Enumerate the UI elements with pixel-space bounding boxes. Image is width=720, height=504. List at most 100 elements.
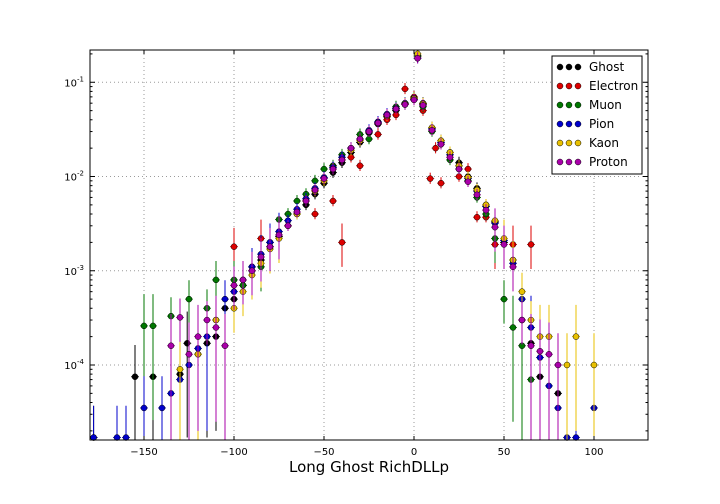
- data-point: [329, 197, 337, 205]
- data-point: [176, 366, 184, 373]
- data-point: [257, 253, 265, 261]
- data-point: [455, 173, 463, 180]
- data-point: [90, 434, 97, 441]
- data-point: [275, 231, 283, 239]
- data-point: [464, 165, 472, 173]
- data-point: [320, 165, 328, 173]
- data-point: [293, 197, 301, 205]
- data-point: [248, 267, 256, 275]
- data-point: [374, 131, 382, 138]
- y-tick-base: 10: [64, 173, 77, 184]
- series-electron: [230, 50, 535, 272]
- data-point: [302, 197, 310, 205]
- y-tick-base: 10: [64, 78, 77, 89]
- legend-marker: [556, 120, 564, 128]
- data-point: [426, 175, 434, 182]
- data-point: [194, 333, 202, 340]
- data-point: [410, 96, 418, 104]
- plot-frame: [89, 49, 649, 441]
- legend-box: [551, 55, 643, 175]
- data-point: [113, 434, 121, 441]
- data-point: [320, 175, 328, 182]
- data-point: [509, 324, 517, 331]
- legend-marker: [574, 101, 582, 109]
- x-axis-label: Long Ghost RichDLLp: [289, 458, 449, 476]
- data-point: [356, 162, 364, 170]
- data-point: [167, 342, 175, 350]
- data-point: [554, 361, 562, 369]
- data-point: [527, 241, 535, 248]
- data-point: [338, 239, 346, 246]
- legend-marker: [574, 63, 582, 71]
- data-point: [455, 165, 463, 173]
- series-ghost: [89, 50, 562, 441]
- legend-marker: [565, 139, 573, 147]
- data-point: [311, 210, 319, 218]
- data-point: [356, 135, 364, 143]
- data-point: [572, 333, 580, 340]
- data-point: [509, 263, 517, 271]
- legend-marker: [565, 82, 573, 90]
- data-point: [203, 316, 211, 324]
- data-point: [437, 179, 445, 187]
- data-point: [374, 119, 382, 127]
- data-point: [446, 154, 454, 161]
- legend-marker: [556, 158, 564, 166]
- data-point: [473, 191, 481, 199]
- y-tick-exponent: -4: [77, 358, 85, 366]
- legend-marker: [556, 139, 564, 147]
- y-axis-ticks: 10-110-210-310-4: [64, 53, 648, 432]
- data-point: [185, 351, 193, 358]
- data-point: [221, 342, 229, 350]
- legend-marker: [565, 101, 573, 109]
- data-point: [383, 111, 391, 119]
- data-point: [131, 373, 139, 381]
- data-point: [140, 322, 148, 330]
- data-point: [185, 295, 193, 303]
- data-point: [518, 288, 526, 295]
- data-point: [365, 128, 373, 135]
- data-point: [500, 295, 508, 303]
- legend-label: Pion: [589, 117, 614, 131]
- data-point: [212, 324, 220, 331]
- legend-label: Ghost: [589, 60, 624, 74]
- data-point: [176, 314, 184, 321]
- data-point: [419, 102, 427, 109]
- x-axis-ticks: −150 −100 −50 0 50 100: [130, 50, 604, 458]
- data-point: [284, 222, 292, 230]
- data-point: [545, 351, 553, 358]
- x-tick-label: 100: [584, 447, 603, 458]
- legend: Ghost Electron Muon Pion Kaon Proton: [551, 55, 643, 175]
- data-point: [563, 361, 571, 369]
- legend-marker: [565, 63, 573, 71]
- legend-marker: [565, 158, 573, 166]
- data-point: [491, 223, 499, 231]
- legend-marker: [574, 82, 582, 90]
- data-point: [311, 186, 319, 194]
- data-point: [482, 206, 490, 214]
- data-point: [293, 208, 301, 216]
- legend-marker: [556, 63, 564, 71]
- data-point: [401, 101, 409, 108]
- y-tick-exponent: -3: [77, 264, 84, 272]
- data-point: [212, 276, 220, 284]
- data-point: [221, 295, 229, 303]
- data-point: [500, 241, 508, 248]
- data-point: [414, 54, 421, 62]
- data-point: [329, 165, 337, 173]
- data-point: [365, 135, 373, 143]
- y-tick-exponent: -2: [77, 170, 84, 178]
- series-proton: [167, 52, 562, 440]
- legend-label: Electron: [589, 79, 638, 93]
- x-tick-label: −100: [220, 447, 247, 458]
- data-points: [89, 50, 598, 441]
- legend-marker: [556, 82, 564, 90]
- y-tick-exponent: -1: [77, 75, 84, 83]
- data-point: [230, 282, 238, 289]
- data-point: [347, 144, 355, 152]
- data-point: [230, 243, 238, 250]
- y-tick-label: 10-3: [64, 264, 84, 278]
- data-point: [122, 434, 130, 441]
- y-tick-label: 10-2: [64, 170, 84, 184]
